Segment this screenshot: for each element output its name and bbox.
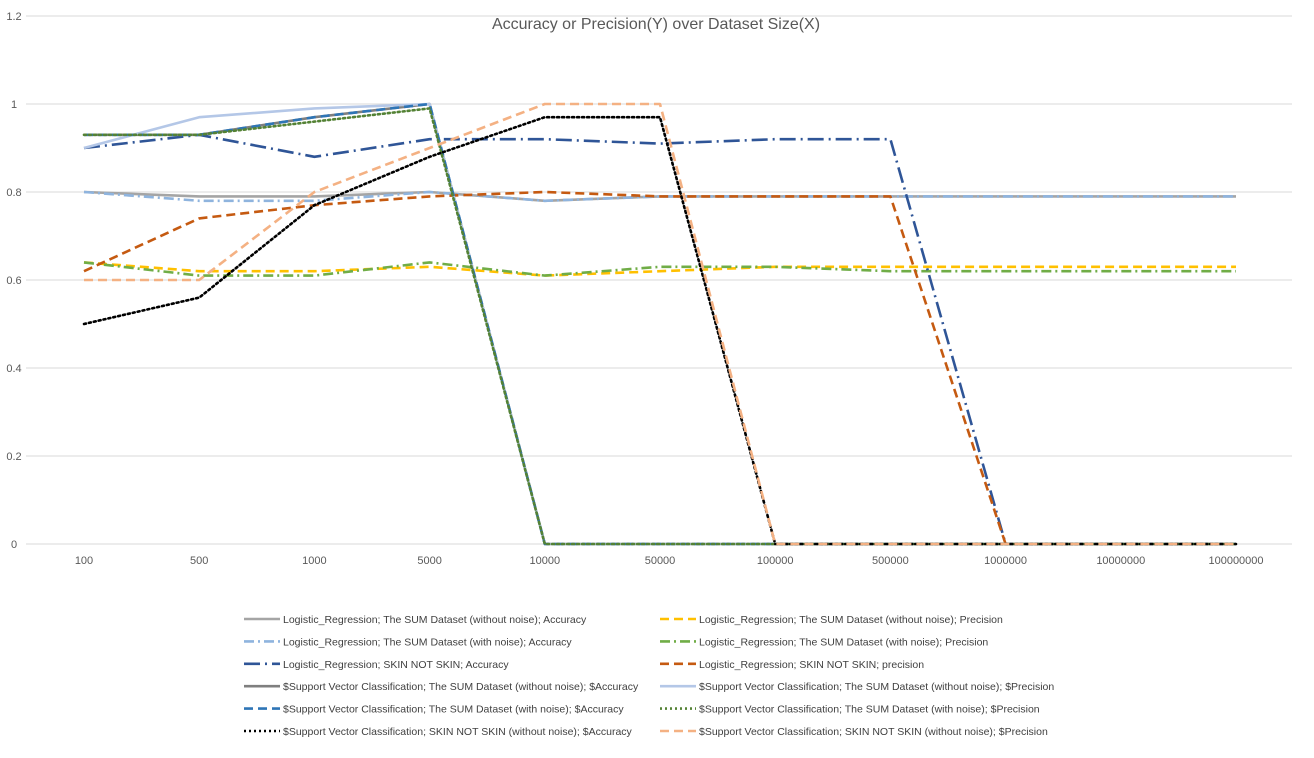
y-tick-label: 0.2 (6, 451, 21, 463)
y-tick-label: 1 (11, 99, 17, 111)
series-lines: Logistic_Regression; The SUM Dataset (wi… (82, 102, 1238, 546)
legend-label: Logistic_Regression; The SUM Dataset (wi… (283, 636, 572, 648)
x-tick-label: 100000000 (1208, 555, 1263, 567)
x-tick-label: 50000 (645, 555, 676, 567)
x-tick-label: 100 (75, 555, 93, 567)
x-tick-label: 100000 (757, 555, 794, 567)
series-line-11: $Support Vector Classification; SKIN NOT… (82, 115, 1238, 546)
legend-label: $Support Vector Classification; The SUM … (283, 704, 624, 716)
x-tick-label: 1000 (302, 555, 326, 567)
x-tick-label: 500 (190, 555, 208, 567)
legend-label: Logistic_Regression; The SUM Dataset (wi… (699, 636, 988, 648)
legend-label: Logistic_Regression; The SUM Dataset (wi… (699, 614, 1003, 626)
series-line-8: $Support Vector Classification; The SUM … (83, 102, 1236, 546)
x-axis-tick-labels: 100 500 1000 5000 10000 50000 100000 500000 1000… (75, 555, 1264, 567)
legend-label: Logistic_Regression; The SUM Dataset (wi… (283, 614, 587, 626)
legend-label: $Support Vector Classification; The SUM … (699, 681, 1054, 693)
x-tick-label: 10000000 (1096, 555, 1145, 567)
series-line-4: Logistic_Regression; The SUM Dataset (wi… (83, 261, 1236, 277)
gridlines (26, 15, 1292, 545)
legend-label: Logistic_Regression; SKIN NOT SKIN; prec… (699, 659, 924, 671)
series-line-10: $Support Vector Classification; The SUM … (82, 107, 1238, 546)
y-tick-label: 0 (11, 539, 17, 551)
y-tick-label: 0.4 (6, 363, 21, 375)
series-line-9: $Support Vector Classification; The SUM … (84, 102, 1236, 546)
legend-label: $Support Vector Classification; The SUM … (283, 681, 639, 693)
legend-label: Logistic_Regression; SKIN NOT SKIN; Accu… (283, 659, 509, 671)
legend-label: $Support Vector Classification; SKIN NOT… (699, 726, 1048, 738)
x-tick-label: 500000 (872, 555, 909, 567)
x-tick-label: 10000 (530, 555, 561, 567)
legend: Logistic_Regression; The SUM Dataset (wi… (244, 614, 1054, 738)
y-tick-label: 0.8 (6, 187, 21, 199)
series-line-2: Logistic_Regression; The SUM Dataset (wi… (83, 261, 1236, 277)
series-line-7: $Support Vector Classification; The SUM … (84, 102, 1236, 546)
x-tick-label: 5000 (417, 555, 441, 567)
series-line-3: Logistic_Regression; The SUM Dataset (wi… (83, 190, 1236, 203)
y-tick-label: 0.6 (6, 275, 21, 287)
chart-title: Accuracy or Precision(Y) over Dataset Si… (492, 16, 820, 33)
legend-label: $Support Vector Classification; SKIN NOT… (283, 726, 633, 738)
legend-label: $Support Vector Classification; The SUM … (699, 704, 1040, 716)
y-tick-label: 1.2 (6, 11, 21, 23)
y-axis-tick-labels: 0 0.2 0.4 0.6 0.8 1 1.2 (6, 11, 21, 551)
series-line-12: $Support Vector Classification; SKIN NOT… (84, 102, 1236, 546)
x-tick-label: 1000000 (984, 555, 1027, 567)
